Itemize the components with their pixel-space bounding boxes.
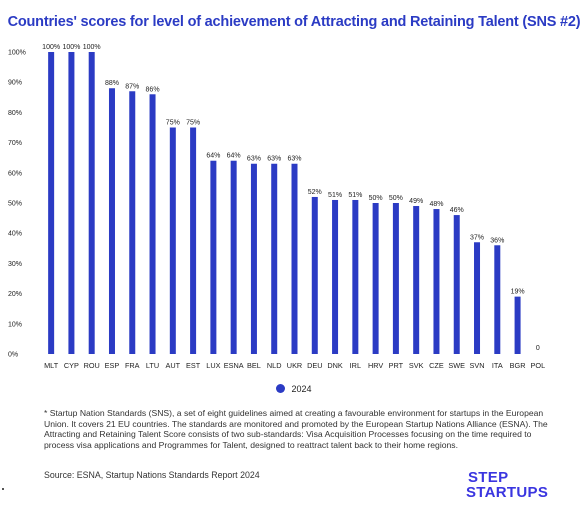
x-tick-label: LUX [206, 361, 220, 370]
bar-cyp [68, 52, 75, 354]
page-mark [2, 488, 4, 490]
logo-line-1: STEP [468, 469, 509, 486]
x-tick-label: BGR [510, 361, 526, 370]
bar-esp [108, 88, 115, 355]
x-tick-label: MLT [44, 361, 59, 370]
y-tick-label: 100% [8, 50, 26, 57]
x-tick-label: CZE [429, 361, 444, 370]
x-tick-label: UKR [287, 361, 302, 370]
x-tick-label: IRL [350, 361, 361, 370]
data-label: 0 [536, 345, 540, 352]
bar-rou [88, 52, 95, 354]
bar-fra [129, 91, 136, 354]
y-tick-label: 60% [8, 170, 22, 177]
x-tick-label: FRA [125, 361, 140, 370]
data-label: 63% [287, 156, 301, 163]
bar-est [190, 127, 197, 354]
data-label: 75% [186, 120, 200, 127]
y-tick-label: 20% [8, 291, 22, 298]
bar-chart: 0%10%20%30%40%50%60%70%80%90%100%100%MLT… [8, 44, 546, 370]
data-label: 36% [490, 237, 504, 244]
x-tick-label: DNK [327, 361, 343, 370]
bar-svn [474, 242, 481, 354]
data-label: 46% [450, 207, 464, 214]
bar-hrv [372, 203, 379, 354]
data-label: 100% [42, 44, 60, 51]
bar-ltu [149, 94, 156, 354]
x-tick-label: ESNA [224, 361, 244, 370]
data-label: 75% [166, 120, 180, 127]
source-note: Source: ESNA, Startup Nations Standards … [44, 470, 260, 480]
legend: 2024 [0, 384, 588, 394]
data-label: 49% [409, 198, 423, 205]
data-label: 64% [227, 153, 241, 160]
step-startups-logo: STEP STARTUPS [466, 470, 556, 506]
x-tick-label: SVN [470, 361, 485, 370]
data-label: 51% [348, 192, 362, 199]
data-label: 86% [146, 86, 160, 93]
legend-swatch [276, 384, 286, 393]
x-tick-label: ITA [492, 361, 503, 370]
chart-title: Countries' scores for level of achieveme… [7, 14, 581, 30]
x-tick-label: LTU [146, 361, 159, 370]
y-tick-label: 40% [8, 231, 22, 238]
data-label: 100% [62, 44, 80, 51]
data-label: 100% [83, 44, 101, 51]
bar-bel [250, 163, 257, 354]
data-label: 19% [511, 289, 525, 296]
y-tick-label: 30% [8, 261, 22, 268]
bar-lux [210, 160, 217, 354]
y-tick-label: 0% [8, 352, 18, 359]
data-label: 87% [125, 83, 139, 90]
data-label: 63% [267, 156, 281, 163]
x-tick-label: DEU [307, 361, 322, 370]
data-label: 52% [308, 189, 322, 196]
data-label: 37% [470, 234, 484, 241]
bar-svk [413, 206, 420, 354]
bar-cze [433, 209, 440, 354]
x-tick-label: PRT [389, 361, 404, 370]
data-label: 48% [429, 201, 443, 208]
bar-esna [230, 160, 237, 354]
bar-ita [494, 245, 501, 354]
bar-swe [453, 215, 460, 354]
x-tick-label: ROU [84, 361, 100, 370]
y-tick-label: 10% [8, 321, 22, 328]
bar-dnk [332, 199, 339, 354]
data-label: 51% [328, 192, 342, 199]
data-label: 64% [206, 153, 220, 160]
x-tick-label: ESP [105, 361, 120, 370]
logo-line-2: STARTUPS [466, 484, 549, 501]
bar-mlt [48, 52, 55, 354]
bar-bgr [514, 296, 521, 354]
x-tick-label: EST [186, 361, 201, 370]
legend-label: 2024 [291, 384, 312, 394]
x-tick-label: POL [531, 361, 546, 370]
x-tick-label: NLD [267, 361, 282, 370]
x-tick-label: SWE [448, 361, 465, 370]
x-tick-label: SVK [409, 361, 424, 370]
x-tick-label: CYP [64, 361, 79, 370]
bar-irl [352, 199, 359, 354]
x-tick-label: AUT [166, 361, 181, 370]
bar-nld [271, 163, 278, 354]
bar-aut [169, 127, 176, 354]
data-label: 88% [105, 80, 119, 87]
x-tick-label: BEL [247, 361, 261, 370]
bar-ukr [291, 163, 298, 354]
bar-deu [311, 196, 318, 354]
y-tick-label: 50% [8, 201, 22, 208]
footnote: * Startup Nation Standards (SNS), a set … [44, 408, 548, 450]
y-tick-label: 80% [8, 110, 22, 117]
data-label: 50% [389, 195, 403, 202]
x-tick-label: HRV [368, 361, 383, 370]
y-tick-label: 70% [8, 140, 22, 147]
bar-prt [392, 203, 399, 354]
y-tick-label: 90% [8, 80, 22, 87]
data-label: 63% [247, 156, 261, 163]
data-label: 50% [369, 195, 383, 202]
